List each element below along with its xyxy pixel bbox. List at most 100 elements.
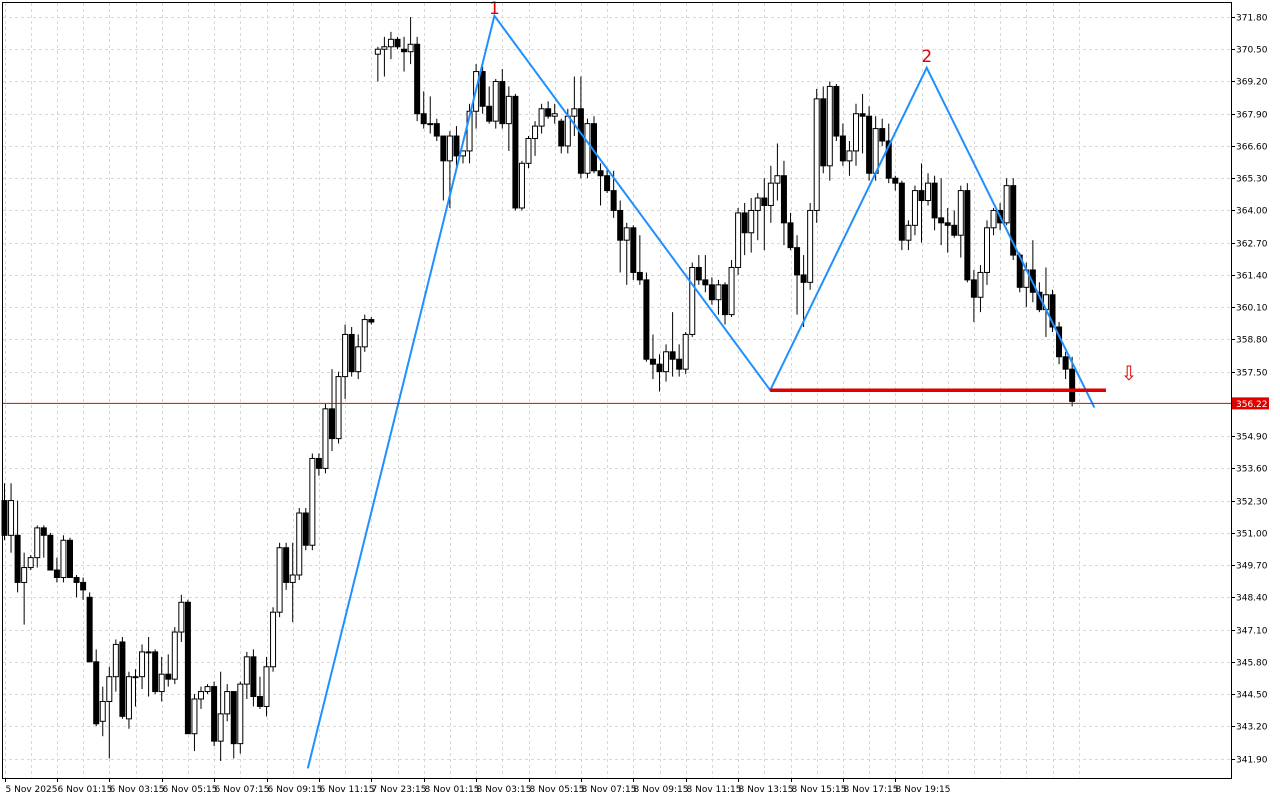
candle [532, 121, 539, 156]
candle [479, 66, 486, 114]
candle [158, 656, 165, 702]
candle-body-bull [407, 43, 414, 53]
candle-body-bear [440, 135, 447, 162]
candle [93, 649, 100, 727]
candle [27, 555, 34, 571]
candle-body-bear [669, 351, 676, 360]
candle [1010, 178, 1017, 261]
candle [957, 185, 964, 258]
candle [492, 79, 499, 129]
candle [119, 637, 126, 719]
candle-body-bull [99, 700, 106, 722]
candle [649, 334, 656, 380]
candle [250, 649, 257, 707]
candle [767, 165, 774, 223]
candle [577, 76, 584, 179]
candle [86, 592, 93, 663]
candle [453, 126, 460, 166]
candle [243, 651, 250, 699]
candle [938, 178, 945, 246]
candle [551, 103, 558, 124]
candle-body-bear [617, 209, 624, 241]
candle [604, 168, 611, 194]
y-tick-label: 343.20 [1236, 723, 1268, 733]
candle [774, 143, 781, 201]
candle-body-bear [885, 140, 892, 179]
candle-body-bull [689, 266, 696, 335]
candle-body-bull [813, 98, 820, 211]
candle [505, 86, 512, 151]
candle-body-bull [466, 110, 473, 152]
candle-body-bear [1062, 356, 1069, 370]
candle-body-bear [702, 279, 709, 286]
candle [401, 36, 408, 72]
y-tick-label: 364.00 [1236, 207, 1268, 217]
candle-body-bull [381, 46, 388, 50]
candle-body-bear [649, 358, 656, 365]
candle [355, 334, 362, 380]
candle [689, 262, 696, 337]
candle [722, 282, 728, 325]
candle-body-bull [984, 227, 990, 273]
candle [944, 207, 951, 253]
candle-body-bear [329, 408, 335, 440]
candle-body-bull [538, 108, 545, 127]
candle [342, 324, 349, 399]
candle-body-bear [394, 38, 401, 48]
candle-body-bull [8, 500, 15, 536]
candle-body-bear [302, 512, 309, 546]
candle-body-bear [40, 527, 47, 536]
candle-body-bear [741, 212, 748, 234]
candle-body-bull [853, 113, 859, 152]
candle-body-bear [787, 222, 794, 249]
candle-body-bull [361, 319, 368, 348]
candle-body-bull [525, 138, 532, 164]
y-tick-label: 345.80 [1236, 659, 1268, 669]
candle [846, 141, 853, 176]
candle [892, 175, 899, 191]
x-tick-label: 6 Nov 07:15 [215, 785, 270, 795]
candle [361, 314, 368, 352]
y-tick-label: 358.80 [1236, 336, 1268, 346]
y-tick-label: 347.10 [1236, 627, 1268, 637]
candle-body-bear [93, 661, 100, 725]
candle [256, 676, 263, 709]
candle [794, 235, 801, 315]
candle-body-bear [67, 539, 73, 578]
candle [512, 93, 519, 211]
y-tick-label: 341.90 [1236, 756, 1268, 766]
candle [879, 118, 886, 146]
candle-body-bull [682, 333, 689, 370]
candle-body-bull [571, 108, 578, 117]
candle-body-bull [171, 631, 178, 680]
candle-body-bear [211, 686, 218, 742]
candle-body-bull [34, 527, 41, 559]
candle-body-bear [184, 601, 191, 735]
candle-body-bull [872, 128, 879, 174]
current-price-tag [1232, 397, 1269, 410]
zigzag-overlay: 1 2 ⇩ [3, 0, 1231, 769]
candle [486, 86, 493, 124]
y-tick-label: 349.70 [1236, 562, 1268, 572]
x-tick-label: 8 Nov 15:15 [792, 785, 847, 795]
candle-body-bull [846, 150, 853, 162]
candle [1003, 178, 1010, 226]
candle [591, 116, 597, 174]
candle [270, 607, 277, 672]
candle-body-bear [368, 319, 375, 323]
candle [73, 575, 80, 598]
y-tick-label: 365.30 [1236, 175, 1268, 185]
candle [925, 173, 932, 206]
candle [60, 535, 67, 583]
candle [571, 76, 578, 137]
candle-body-bull [446, 135, 453, 162]
candle-body-bull [243, 656, 250, 685]
candle [1069, 356, 1076, 407]
price-axis: 371.80 370.50 369.20 367.90 366.60 365.30 364.… [1231, 14, 1269, 766]
candle [617, 200, 624, 273]
candle-body-bull [977, 271, 984, 298]
candle [839, 123, 846, 166]
x-tick-label: 8 Nov 11:15 [687, 785, 742, 795]
candle [34, 525, 41, 568]
candle-body-bear [47, 534, 54, 571]
